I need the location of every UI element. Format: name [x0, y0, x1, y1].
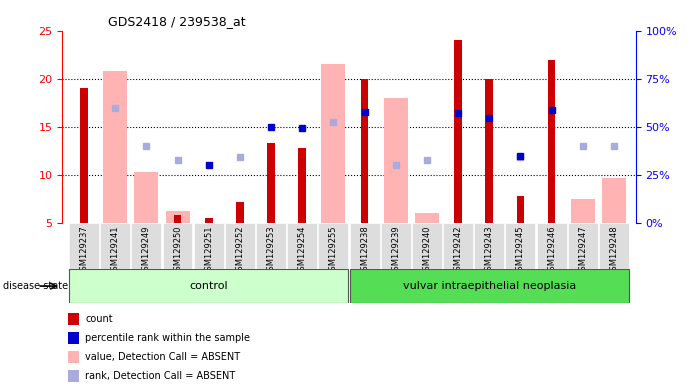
FancyBboxPatch shape	[350, 223, 379, 269]
Bar	[267, 143, 275, 223]
FancyBboxPatch shape	[537, 223, 567, 269]
FancyBboxPatch shape	[287, 223, 317, 269]
Text: GSM129241: GSM129241	[111, 225, 120, 276]
Text: control: control	[189, 281, 228, 291]
FancyBboxPatch shape	[443, 223, 473, 269]
FancyBboxPatch shape	[225, 223, 255, 269]
Bar	[205, 218, 213, 223]
Text: GSM129242: GSM129242	[453, 225, 462, 276]
Bar	[454, 40, 462, 223]
Bar	[68, 332, 79, 344]
Bar	[68, 370, 79, 382]
Bar	[321, 64, 346, 223]
Bar	[548, 60, 556, 223]
FancyBboxPatch shape	[381, 223, 410, 269]
Text: count: count	[85, 314, 113, 324]
FancyBboxPatch shape	[319, 223, 348, 269]
Text: GSM129250: GSM129250	[173, 225, 182, 276]
FancyBboxPatch shape	[256, 223, 286, 269]
Bar	[361, 79, 368, 223]
Bar	[571, 199, 595, 223]
Text: GSM129253: GSM129253	[267, 225, 276, 276]
Text: GSM129251: GSM129251	[204, 225, 214, 276]
Bar	[173, 215, 181, 223]
Text: percentile rank within the sample: percentile rank within the sample	[85, 333, 250, 343]
Bar	[517, 196, 524, 223]
Text: GSM129252: GSM129252	[236, 225, 245, 276]
Text: GSM129254: GSM129254	[298, 225, 307, 276]
FancyBboxPatch shape	[350, 269, 629, 303]
FancyBboxPatch shape	[599, 223, 629, 269]
Bar	[299, 148, 306, 223]
Text: GSM129239: GSM129239	[391, 225, 400, 276]
Text: GSM129243: GSM129243	[484, 225, 494, 276]
Text: value, Detection Call = ABSENT: value, Detection Call = ABSENT	[85, 352, 240, 362]
Bar	[485, 79, 493, 223]
FancyBboxPatch shape	[131, 223, 161, 269]
Text: GSM129246: GSM129246	[547, 225, 556, 276]
Text: GDS2418 / 239538_at: GDS2418 / 239538_at	[108, 15, 246, 28]
Text: GSM129237: GSM129237	[79, 225, 88, 276]
Bar	[166, 211, 189, 223]
Text: GSM129238: GSM129238	[360, 225, 369, 276]
Bar	[384, 98, 408, 223]
Text: disease state: disease state	[3, 281, 68, 291]
Text: GSM129245: GSM129245	[516, 225, 525, 276]
FancyBboxPatch shape	[505, 223, 536, 269]
FancyBboxPatch shape	[412, 223, 442, 269]
FancyBboxPatch shape	[474, 223, 504, 269]
Bar	[68, 313, 79, 325]
Text: GSM129240: GSM129240	[422, 225, 431, 276]
Text: vulvar intraepithelial neoplasia: vulvar intraepithelial neoplasia	[403, 281, 576, 291]
Text: GSM129248: GSM129248	[609, 225, 618, 276]
Bar	[236, 202, 244, 223]
Bar	[602, 178, 626, 223]
FancyBboxPatch shape	[69, 269, 348, 303]
FancyBboxPatch shape	[100, 223, 130, 269]
Bar	[68, 351, 79, 363]
FancyBboxPatch shape	[193, 223, 224, 269]
Text: GSM129255: GSM129255	[329, 225, 338, 276]
FancyBboxPatch shape	[69, 223, 99, 269]
Bar	[134, 172, 158, 223]
Bar	[415, 213, 439, 223]
Text: rank, Detection Call = ABSENT: rank, Detection Call = ABSENT	[85, 371, 236, 381]
Text: GSM129247: GSM129247	[578, 225, 587, 276]
Bar	[103, 71, 127, 223]
FancyBboxPatch shape	[568, 223, 598, 269]
Bar	[80, 88, 88, 223]
FancyBboxPatch shape	[162, 223, 193, 269]
Text: GSM129249: GSM129249	[142, 225, 151, 276]
